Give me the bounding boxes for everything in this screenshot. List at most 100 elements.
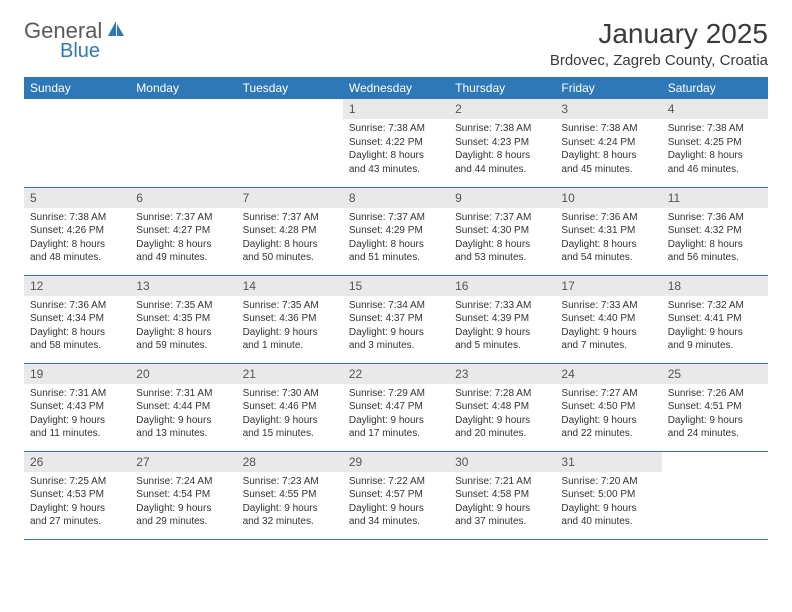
- sunrise-line: Sunrise: 7:37 AM: [136, 211, 230, 225]
- day-number: 30: [449, 452, 555, 472]
- sunrise-line: Sunrise: 7:30 AM: [243, 387, 337, 401]
- sunrise-line: Sunrise: 7:35 AM: [243, 299, 337, 313]
- calendar-cell: ..: [237, 99, 343, 187]
- week-header-row: SundayMondayTuesdayWednesdayThursdayFrid…: [24, 77, 768, 99]
- day-details: Sunrise: 7:34 AMSunset: 4:37 PMDaylight:…: [343, 296, 449, 357]
- sunrise-line: Sunrise: 7:33 AM: [455, 299, 549, 313]
- daylight-line: Daylight: 8 hours and 54 minutes.: [561, 238, 655, 265]
- calendar-cell: 29Sunrise: 7:22 AMSunset: 4:57 PMDayligh…: [343, 451, 449, 539]
- calendar-cell: 22Sunrise: 7:29 AMSunset: 4:47 PMDayligh…: [343, 363, 449, 451]
- day-details: Sunrise: 7:38 AMSunset: 4:25 PMDaylight:…: [662, 119, 768, 180]
- calendar-cell: ..: [662, 451, 768, 539]
- calendar-cell: 4Sunrise: 7:38 AMSunset: 4:25 PMDaylight…: [662, 99, 768, 187]
- daylight-line: Daylight: 8 hours and 49 minutes.: [136, 238, 230, 265]
- day-details: Sunrise: 7:37 AMSunset: 4:29 PMDaylight:…: [343, 208, 449, 269]
- calendar-cell: 28Sunrise: 7:23 AMSunset: 4:55 PMDayligh…: [237, 451, 343, 539]
- calendar-cell: ..: [24, 99, 130, 187]
- calendar-cell: 13Sunrise: 7:35 AMSunset: 4:35 PMDayligh…: [130, 275, 236, 363]
- calendar-table: SundayMondayTuesdayWednesdayThursdayFrid…: [24, 77, 768, 540]
- sunset-line: Sunset: 4:53 PM: [30, 488, 124, 502]
- calendar-cell: 24Sunrise: 7:27 AMSunset: 4:50 PMDayligh…: [555, 363, 661, 451]
- month-title: January 2025: [550, 18, 768, 50]
- week-header-tuesday: Tuesday: [237, 77, 343, 99]
- sunrise-line: Sunrise: 7:28 AM: [455, 387, 549, 401]
- sunrise-line: Sunrise: 7:31 AM: [30, 387, 124, 401]
- day-details: Sunrise: 7:23 AMSunset: 4:55 PMDaylight:…: [237, 472, 343, 533]
- day-details: Sunrise: 7:22 AMSunset: 4:57 PMDaylight:…: [343, 472, 449, 533]
- day-number: 10: [555, 188, 661, 208]
- calendar-cell: 15Sunrise: 7:34 AMSunset: 4:37 PMDayligh…: [343, 275, 449, 363]
- day-number: 1: [343, 99, 449, 119]
- sunset-line: Sunset: 4:50 PM: [561, 400, 655, 414]
- calendar-row: ......1Sunrise: 7:38 AMSunset: 4:22 PMDa…: [24, 99, 768, 187]
- day-details: Sunrise: 7:36 AMSunset: 4:32 PMDaylight:…: [662, 208, 768, 269]
- sunrise-line: Sunrise: 7:36 AM: [668, 211, 762, 225]
- day-number: 18: [662, 276, 768, 296]
- week-header-thursday: Thursday: [449, 77, 555, 99]
- day-details: Sunrise: 7:24 AMSunset: 4:54 PMDaylight:…: [130, 472, 236, 533]
- sunset-line: Sunset: 4:44 PM: [136, 400, 230, 414]
- daylight-line: Daylight: 8 hours and 45 minutes.: [561, 149, 655, 176]
- sunset-line: Sunset: 4:46 PM: [243, 400, 337, 414]
- sunset-line: Sunset: 4:54 PM: [136, 488, 230, 502]
- calendar-row: 12Sunrise: 7:36 AMSunset: 4:34 PMDayligh…: [24, 275, 768, 363]
- sunrise-line: Sunrise: 7:21 AM: [455, 475, 549, 489]
- sunrise-line: Sunrise: 7:33 AM: [561, 299, 655, 313]
- daylight-line: Daylight: 8 hours and 48 minutes.: [30, 238, 124, 265]
- day-number: 28: [237, 452, 343, 472]
- calendar-cell: 25Sunrise: 7:26 AMSunset: 4:51 PMDayligh…: [662, 363, 768, 451]
- calendar-cell: 1Sunrise: 7:38 AMSunset: 4:22 PMDaylight…: [343, 99, 449, 187]
- daylight-line: Daylight: 9 hours and 7 minutes.: [561, 326, 655, 353]
- sunset-line: Sunset: 4:58 PM: [455, 488, 549, 502]
- calendar-cell: 23Sunrise: 7:28 AMSunset: 4:48 PMDayligh…: [449, 363, 555, 451]
- daylight-line: Daylight: 9 hours and 1 minute.: [243, 326, 337, 353]
- sunrise-line: Sunrise: 7:38 AM: [349, 122, 443, 136]
- daylight-line: Daylight: 9 hours and 3 minutes.: [349, 326, 443, 353]
- day-details: Sunrise: 7:37 AMSunset: 4:30 PMDaylight:…: [449, 208, 555, 269]
- sunset-line: Sunset: 4:57 PM: [349, 488, 443, 502]
- day-number: 4: [662, 99, 768, 119]
- day-number: 6: [130, 188, 236, 208]
- day-details: Sunrise: 7:31 AMSunset: 4:43 PMDaylight:…: [24, 384, 130, 445]
- sunset-line: Sunset: 4:35 PM: [136, 312, 230, 326]
- day-details: Sunrise: 7:27 AMSunset: 4:50 PMDaylight:…: [555, 384, 661, 445]
- location: Brdovec, Zagreb County, Croatia: [550, 52, 768, 69]
- daylight-line: Daylight: 9 hours and 5 minutes.: [455, 326, 549, 353]
- day-details: Sunrise: 7:33 AMSunset: 4:39 PMDaylight:…: [449, 296, 555, 357]
- daylight-line: Daylight: 8 hours and 53 minutes.: [455, 238, 549, 265]
- daylight-line: Daylight: 8 hours and 44 minutes.: [455, 149, 549, 176]
- calendar-cell: 7Sunrise: 7:37 AMSunset: 4:28 PMDaylight…: [237, 187, 343, 275]
- logo-text-blue: Blue: [60, 40, 100, 63]
- day-details: Sunrise: 7:35 AMSunset: 4:35 PMDaylight:…: [130, 296, 236, 357]
- sunrise-line: Sunrise: 7:31 AM: [136, 387, 230, 401]
- daylight-line: Daylight: 9 hours and 27 minutes.: [30, 502, 124, 529]
- week-header-saturday: Saturday: [662, 77, 768, 99]
- day-details: Sunrise: 7:28 AMSunset: 4:48 PMDaylight:…: [449, 384, 555, 445]
- sunset-line: Sunset: 4:31 PM: [561, 224, 655, 238]
- calendar-row: 26Sunrise: 7:25 AMSunset: 4:53 PMDayligh…: [24, 451, 768, 539]
- day-details: Sunrise: 7:36 AMSunset: 4:34 PMDaylight:…: [24, 296, 130, 357]
- calendar-cell: 5Sunrise: 7:38 AMSunset: 4:26 PMDaylight…: [24, 187, 130, 275]
- day-number: 11: [662, 188, 768, 208]
- sunset-line: Sunset: 4:36 PM: [243, 312, 337, 326]
- day-details: Sunrise: 7:38 AMSunset: 4:24 PMDaylight:…: [555, 119, 661, 180]
- day-number: 8: [343, 188, 449, 208]
- title-block: January 2025 Brdovec, Zagreb County, Cro…: [550, 18, 768, 69]
- daylight-line: Daylight: 8 hours and 50 minutes.: [243, 238, 337, 265]
- page-header: General Blue January 2025 Brdovec, Zagre…: [24, 18, 768, 69]
- calendar-thead: SundayMondayTuesdayWednesdayThursdayFrid…: [24, 77, 768, 99]
- day-number: 21: [237, 364, 343, 384]
- day-details: Sunrise: 7:36 AMSunset: 4:31 PMDaylight:…: [555, 208, 661, 269]
- daylight-line: Daylight: 9 hours and 37 minutes.: [455, 502, 549, 529]
- sunset-line: Sunset: 4:28 PM: [243, 224, 337, 238]
- sunset-line: Sunset: 4:55 PM: [243, 488, 337, 502]
- sunset-line: Sunset: 4:39 PM: [455, 312, 549, 326]
- day-number: 20: [130, 364, 236, 384]
- sunset-line: Sunset: 4:43 PM: [30, 400, 124, 414]
- sunrise-line: Sunrise: 7:36 AM: [561, 211, 655, 225]
- day-details: Sunrise: 7:30 AMSunset: 4:46 PMDaylight:…: [237, 384, 343, 445]
- calendar-cell: 27Sunrise: 7:24 AMSunset: 4:54 PMDayligh…: [130, 451, 236, 539]
- day-number: 26: [24, 452, 130, 472]
- day-details: Sunrise: 7:21 AMSunset: 4:58 PMDaylight:…: [449, 472, 555, 533]
- sunrise-line: Sunrise: 7:37 AM: [243, 211, 337, 225]
